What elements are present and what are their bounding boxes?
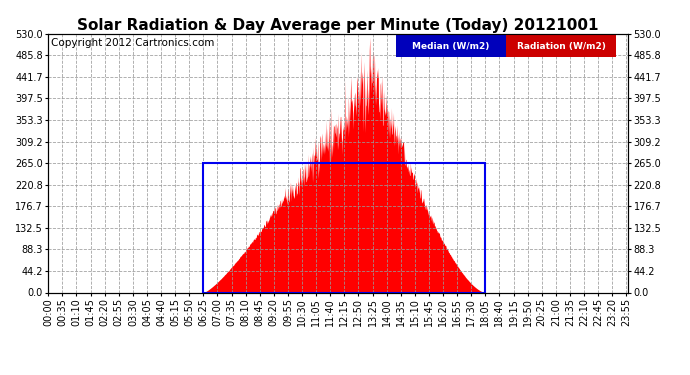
Bar	[204, 163, 485, 292]
FancyBboxPatch shape	[506, 35, 616, 57]
Text: Radiation (W/m2): Radiation (W/m2)	[517, 42, 606, 51]
Text: Median (W/m2): Median (W/m2)	[413, 42, 490, 51]
Title: Solar Radiation & Day Average per Minute (Today) 20121001: Solar Radiation & Day Average per Minute…	[77, 18, 599, 33]
FancyBboxPatch shape	[396, 35, 506, 57]
Text: Copyright 2012 Cartronics.com: Copyright 2012 Cartronics.com	[51, 38, 215, 48]
